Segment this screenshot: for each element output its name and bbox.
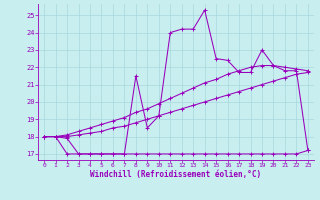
X-axis label: Windchill (Refroidissement éolien,°C): Windchill (Refroidissement éolien,°C) bbox=[91, 170, 261, 179]
